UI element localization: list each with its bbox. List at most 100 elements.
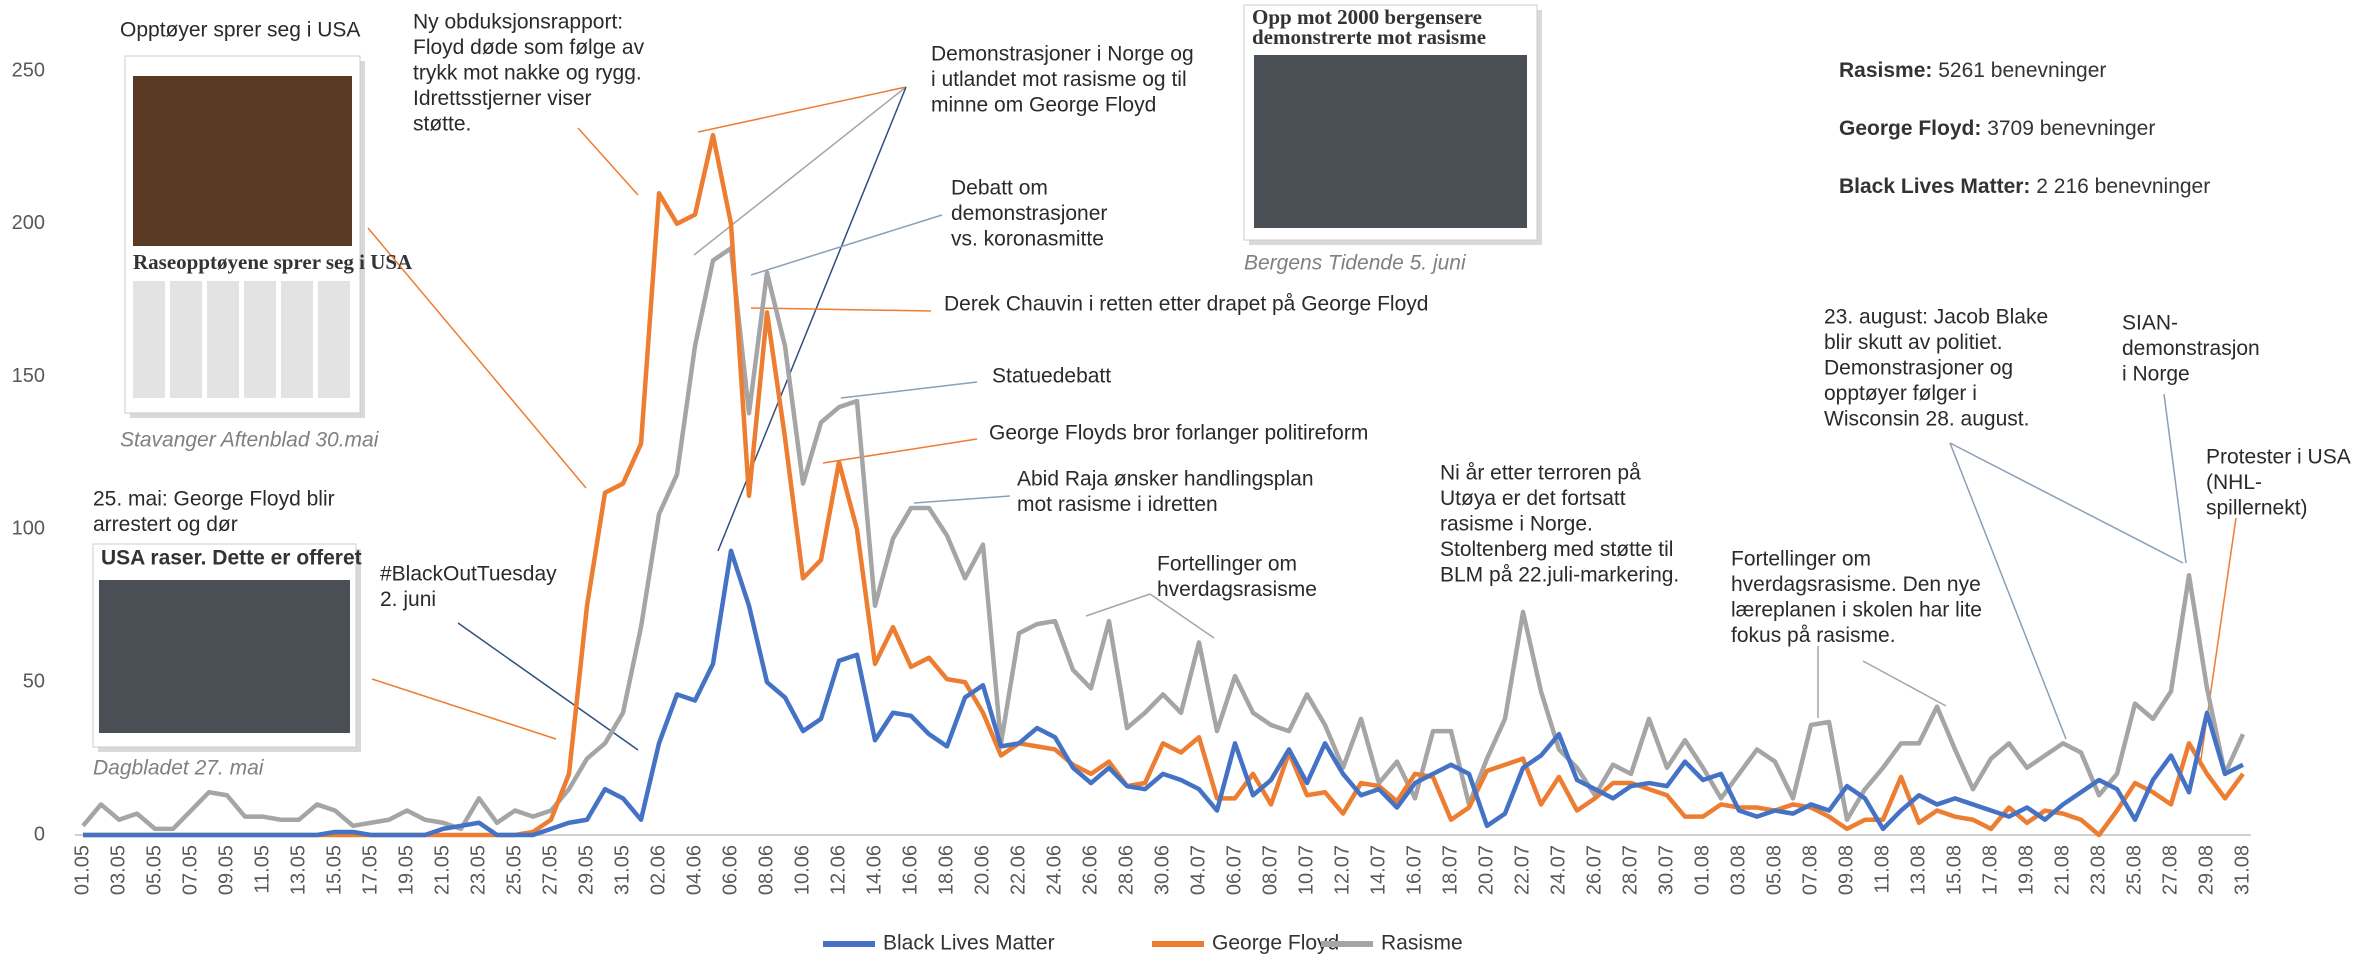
leader-line	[577, 127, 639, 196]
leader-line	[840, 381, 978, 399]
annotation: opptøyer følger i	[1824, 382, 1977, 405]
y-tick-label: 150	[12, 365, 45, 387]
annotation: demonstrasjon	[2122, 337, 2260, 360]
stat-label: George Floyd:	[1839, 117, 1981, 140]
annotation: hverdagsrasisme. Den nye	[1731, 573, 1981, 596]
annotation: Demonstrasjoner i Norge og	[931, 42, 1194, 65]
x-tick-label: 29.05	[575, 845, 597, 895]
x-tick-label: 23.05	[467, 845, 489, 895]
x-tick-label: 14.07	[1367, 845, 1389, 895]
x-tick-label: 01.05	[71, 845, 93, 895]
x-tick-label: 27.05	[539, 845, 561, 895]
annotation: trykk mot nakke og rygg.	[413, 61, 642, 84]
annotation: minne om George Floyd	[931, 93, 1156, 116]
legend-label: George Floyd	[1212, 932, 1339, 955]
x-tick-label: 04.06	[683, 845, 705, 895]
x-tick-label: 26.06	[1079, 845, 1101, 895]
annotation: arrestert og dør	[93, 513, 238, 536]
legend-item: George Floyd	[1152, 932, 1339, 955]
annotation: Floyd døde som følge av	[413, 36, 645, 59]
x-tick-label: 11.08	[1871, 845, 1893, 894]
leader-line	[750, 307, 932, 312]
stat-text: 2 216 benevninger	[2030, 175, 2210, 198]
clipping-headline: USA raser. Dette er offeret	[101, 546, 362, 569]
annotation: George Floyds bror forlanger politirefor…	[989, 421, 1368, 444]
stat-text: 5261 benevninger	[1932, 59, 2106, 82]
annotation: #BlackOutTuesday	[380, 562, 557, 585]
x-tick-label: 17.08	[1979, 845, 2001, 895]
clipping-text-block	[170, 281, 202, 398]
leader-line	[367, 227, 587, 489]
legend-item: Rasisme	[1321, 932, 1463, 955]
leader-line	[750, 214, 943, 276]
annotation: 2. juni	[380, 588, 436, 611]
x-tick-label: 22.07	[1511, 845, 1533, 895]
annotation: Utøya er det fortsatt	[1440, 487, 1626, 510]
x-tick-label: 30.07	[1655, 845, 1677, 895]
y-tick-label: 250	[12, 59, 45, 81]
x-tick-label: 29.08	[2195, 845, 2217, 895]
x-tick-label: 06.06	[719, 845, 741, 895]
x-tick-label: 03.08	[1727, 845, 1749, 895]
x-tick-label: 24.07	[1547, 845, 1569, 895]
x-tick-label: 21.08	[2051, 845, 2073, 895]
annotation: Wisconsin 28. august.	[1824, 407, 2029, 430]
leader-line	[1085, 593, 1151, 617]
annotation: fokus på rasisme.	[1731, 624, 1896, 647]
annotation: i Norge	[2122, 362, 2190, 385]
x-tick-label: 05.05	[143, 845, 165, 895]
annotation: Derek Chauvin i retten etter drapet på G…	[944, 292, 1428, 315]
annotation: Protester i USA	[2206, 445, 2351, 468]
annotation: Idrettsstjerner viser	[413, 87, 592, 110]
x-tick-label: 27.08	[2159, 845, 2181, 895]
x-tick-label: 10.07	[1295, 845, 1317, 895]
x-tick-label: 03.05	[107, 845, 129, 895]
leader-line	[913, 495, 1011, 504]
y-tick-label: 0	[34, 823, 45, 845]
x-tick-label: 12.06	[827, 845, 849, 895]
x-tick-label: 22.06	[1007, 845, 1029, 895]
leader-line	[1949, 442, 2184, 564]
clipping-headline: Opp mot 2000 bergensere	[1252, 5, 1482, 29]
clipping-text-block	[207, 281, 239, 398]
annotation: Ny obduksjonsrapport:	[413, 10, 623, 33]
x-tick-label: 16.07	[1403, 845, 1425, 895]
x-tick-label: 19.08	[2015, 845, 2037, 895]
leader-line	[1862, 660, 1947, 707]
x-tick-label: 13.08	[1907, 845, 1929, 895]
leader-line	[1149, 593, 1215, 639]
x-tick-label: 31.08	[2231, 845, 2253, 895]
x-tick-label: 01.08	[1691, 845, 1713, 895]
x-tick-label: 02.06	[647, 845, 669, 895]
stat: George Floyd: 3709 benevninger	[1839, 117, 2155, 140]
series-line	[83, 548, 2245, 838]
legend-item: Black Lives Matter	[823, 932, 1055, 955]
y-tick-label: 100	[12, 518, 45, 540]
x-tick-label: 11.05	[251, 845, 273, 894]
clipping-caption: Stavanger Aftenblad 30.mai	[120, 428, 380, 451]
x-tick-label: 08.06	[755, 845, 777, 895]
x-tick-label: 23.08	[2087, 845, 2109, 895]
clipping-text-block	[244, 281, 276, 398]
stat-label: Rasisme:	[1839, 59, 1932, 82]
x-tick-label: 20.07	[1475, 845, 1497, 895]
annotation: Debatt om	[951, 176, 1048, 199]
x-tick-label: 18.07	[1439, 845, 1461, 895]
x-tick-label: 17.05	[359, 845, 381, 895]
annotation: hverdagsrasisme	[1157, 578, 1317, 601]
stat: Black Lives Matter: 2 216 benevninger	[1839, 175, 2210, 198]
annotation: 23. august: Jacob Blake	[1824, 305, 2048, 328]
x-tick-label: 04.07	[1187, 845, 1209, 895]
annotation: Ni år etter terroren på	[1440, 461, 1641, 484]
x-tick-label: 20.06	[971, 845, 993, 895]
annotation: blir skutt av politiet.	[1824, 331, 2003, 354]
clipping-photo	[1254, 55, 1527, 228]
annotation: Stoltenberg med støtte til	[1440, 538, 1673, 561]
annotation: BLM på 22.juli-markering.	[1440, 563, 1679, 586]
annotation: Statuedebatt	[992, 364, 1111, 387]
x-tick-label: 14.06	[863, 845, 885, 895]
x-tick-label: 19.05	[395, 845, 417, 895]
annotation: rasisme i Norge.	[1440, 512, 1593, 535]
x-tick-label: 16.06	[899, 845, 921, 895]
